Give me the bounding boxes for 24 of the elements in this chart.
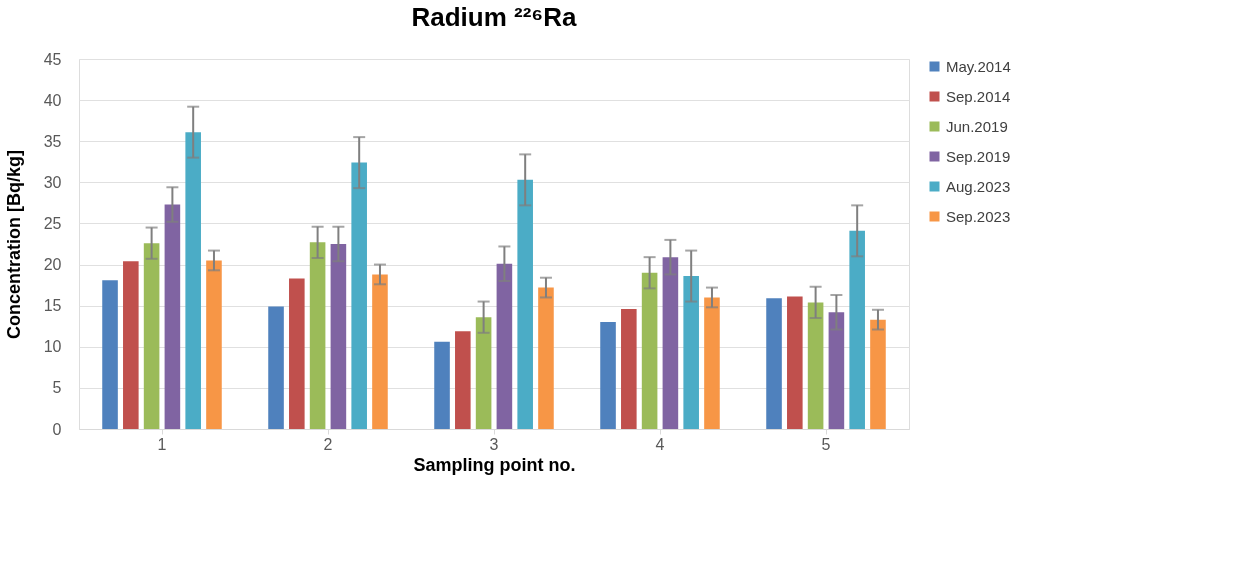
x-axis-title: Sampling point no.	[413, 454, 576, 475]
legend-label: May.2014	[946, 57, 1011, 75]
chart-title: Radium ²²⁶Ra	[411, 2, 578, 32]
legend-label: Jun.2019	[946, 117, 1008, 135]
y-tick-label: 0	[52, 420, 62, 438]
legend-label: Sep.2014	[946, 87, 1011, 105]
legend-label: Sep.2019	[946, 147, 1011, 165]
y-axis-title: Concentration [Bq/kg]	[3, 150, 24, 339]
legend-label: Aug.2023	[946, 177, 1011, 195]
x-tick-label: 1	[157, 435, 167, 453]
y-tick-label: 25	[43, 214, 62, 232]
y-tick-label: 35	[43, 132, 62, 150]
y-tick-label: 40	[43, 91, 62, 109]
x-tick-label: 5	[821, 435, 831, 453]
y-tick-label: 5	[52, 379, 62, 397]
y-tick-label: 20	[43, 256, 62, 274]
y-tick-label: 10	[43, 338, 62, 356]
y-tick-label: 15	[43, 297, 62, 315]
y-tick-label: 45	[43, 50, 62, 68]
x-tick-label: 2	[323, 435, 333, 453]
y-tick-label: 30	[43, 173, 62, 191]
x-tick-label: 4	[655, 435, 665, 453]
x-tick-label: 3	[489, 435, 499, 453]
legend-label: Sep.2023	[946, 207, 1011, 225]
